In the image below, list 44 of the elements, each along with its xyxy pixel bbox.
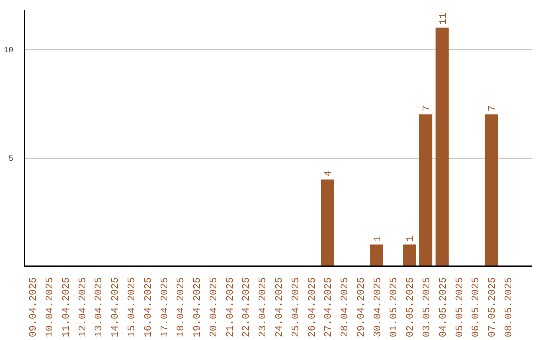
x-tick-label: 12.04.2025 (78, 277, 90, 338)
x-tick-label: 07.05.2025 (488, 277, 500, 338)
y-tick-label: 5 (8, 155, 14, 164)
x-tick-label: 13.04.2025 (94, 277, 106, 338)
x-tick-label: 28.04.2025 (340, 277, 352, 338)
x-tick-label: 15.04.2025 (128, 277, 139, 338)
data-label: 7 (422, 106, 434, 112)
x-tick-label: 09.04.2025 (29, 277, 40, 338)
x-tick-label: 18.04.2025 (176, 277, 188, 338)
y-tick-label: 10 (4, 46, 14, 56)
x-tick-label: 21.04.2025 (226, 277, 237, 338)
x-tick-label: 23.04.2025 (258, 277, 270, 338)
x-tick-label: 16.04.2025 (144, 277, 155, 338)
x-tick-label: 27.04.2025 (324, 277, 336, 338)
data-label: 1 (406, 236, 418, 242)
x-tick-label: 20.04.2025 (209, 277, 220, 338)
x-tick-label: 14.04.2025 (111, 277, 122, 338)
bar (419, 114, 433, 266)
x-tick-label: 10.04.2025 (46, 277, 57, 338)
x-tick-label: 30.04.2025 (373, 277, 384, 338)
x-tick-label: 17.04.2025 (160, 277, 172, 338)
x-tick-label: 06.05.2025 (472, 277, 483, 338)
x-tick-label: 26.04.2025 (308, 277, 319, 338)
x-tick-label: 01.05.2025 (390, 277, 401, 338)
x-tick-label: 19.04.2025 (193, 277, 204, 338)
x-tick-label: 11.04.2025 (62, 277, 73, 338)
x-tick-label: 02.05.2025 (406, 277, 418, 338)
bar (436, 28, 449, 266)
bar (403, 244, 416, 266)
x-tick-label: 22.04.2025 (242, 277, 254, 338)
data-label: 4 (324, 170, 336, 177)
x-tick-label: 04.05.2025 (438, 277, 450, 338)
x-tick-label: 29.04.2025 (356, 277, 368, 338)
bar (484, 114, 498, 266)
x-tick-label: 05.05.2025 (455, 277, 466, 338)
x-tick-label: 08.05.2025 (504, 277, 516, 338)
bar (370, 244, 384, 266)
data-label: 1 (373, 236, 384, 242)
x-tick-label: 24.04.2025 (275, 277, 286, 338)
data-label: 11 (438, 12, 450, 25)
data-label: 7 (488, 106, 500, 112)
x-tick-label: 25.04.2025 (291, 277, 302, 338)
bar (321, 180, 334, 266)
x-tick-label: 03.05.2025 (422, 277, 434, 338)
